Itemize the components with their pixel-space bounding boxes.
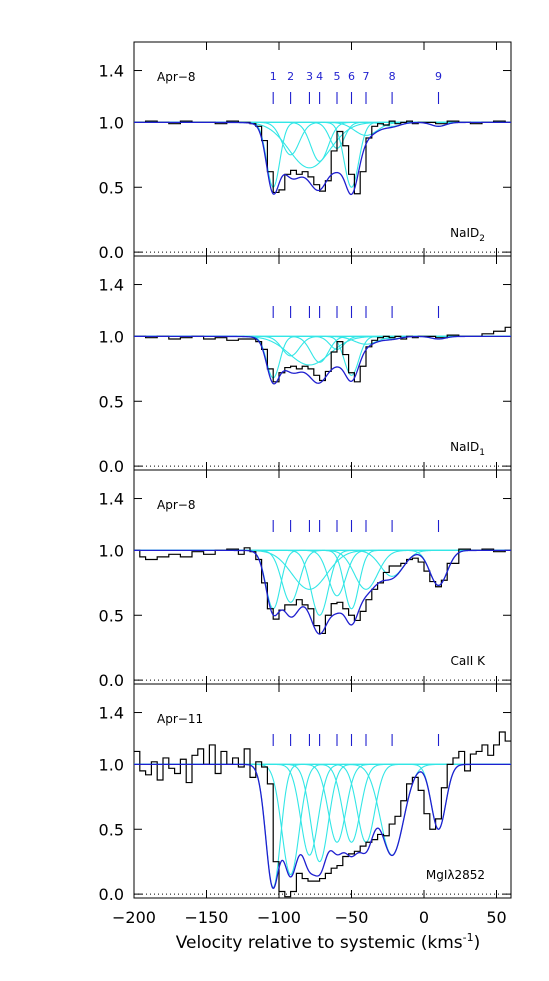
component-profile xyxy=(134,121,511,162)
x-tick-label: −50 xyxy=(335,908,369,927)
x-tick-label: 0 xyxy=(419,908,429,927)
component-profile xyxy=(134,335,511,350)
component-profile xyxy=(134,763,511,843)
species-name: NaID xyxy=(450,226,479,240)
panel-species: MgIλ2852 xyxy=(426,868,485,882)
panel-4: 0.0 0.5 1.0 1.4 Apr−11 MgIλ2852 xyxy=(99,683,512,904)
x-tick-label: 50 xyxy=(486,908,506,927)
component-profile xyxy=(134,121,511,169)
y-tick-label: 1.4 xyxy=(99,704,124,723)
y-tick-label: 1.4 xyxy=(99,490,124,509)
component-profile xyxy=(134,121,511,136)
y-tick-label: 1.0 xyxy=(99,327,124,346)
component-profile xyxy=(134,549,511,616)
component-profile xyxy=(134,763,511,830)
panel-species: NaID1 xyxy=(450,440,485,458)
panel-3: 0.0 0.5 1.0 1.4 Apr−8 CaII K xyxy=(99,469,512,690)
species-subscript: 2 xyxy=(479,234,485,244)
species-name: CaII K xyxy=(451,654,487,668)
model-fit xyxy=(134,121,511,196)
model-fit xyxy=(134,549,511,635)
component-profile xyxy=(134,121,511,188)
y-tick-label: 0.5 xyxy=(99,820,124,839)
species-subscript: 1 xyxy=(479,448,485,458)
species-name: NaID xyxy=(450,440,479,454)
model-fit xyxy=(134,335,511,385)
component-number: 7 xyxy=(363,70,370,83)
component-profile xyxy=(134,121,511,156)
component-profile xyxy=(134,763,511,856)
component-profile xyxy=(134,763,511,843)
y-tick-label: 1.0 xyxy=(99,113,124,132)
component-profile xyxy=(134,549,511,603)
y-tick-label: 0.5 xyxy=(99,606,124,625)
component-number: 5 xyxy=(334,70,341,83)
panel-frame xyxy=(133,683,512,899)
component-number: 1 xyxy=(270,70,277,83)
y-tick-label: 0.0 xyxy=(99,885,124,904)
component-profile xyxy=(134,335,511,379)
species-name: MgIλ2852 xyxy=(426,868,485,882)
y-tick-label: 1.4 xyxy=(99,62,124,81)
y-tick-label: 0.0 xyxy=(99,457,124,476)
x-tick-label: −200 xyxy=(112,908,156,927)
model-fit xyxy=(134,763,511,890)
component-number: 2 xyxy=(287,70,294,83)
y-tick-label: 1.0 xyxy=(99,755,124,774)
component-profile xyxy=(134,763,511,863)
panel-2: 0.0 0.5 1.0 1.4 NaID1 xyxy=(99,255,512,476)
component-number: 9 xyxy=(435,70,442,83)
x-axis-title: Velocity relative to systemic (kms-1) xyxy=(176,931,481,953)
component-number: 3 xyxy=(306,70,313,83)
panel-frame xyxy=(133,255,512,471)
x-tick-label: −100 xyxy=(257,908,301,927)
y-tick-label: 0.0 xyxy=(99,243,124,262)
panel-date: Apr−8 xyxy=(157,498,195,512)
panel-species: NaID2 xyxy=(450,226,485,244)
y-tick-label: 1.4 xyxy=(99,276,124,295)
x-tick-label: −150 xyxy=(185,908,229,927)
component-profile xyxy=(134,763,511,856)
component-number: 6 xyxy=(348,70,355,83)
data-histogram xyxy=(134,326,511,383)
component-profile xyxy=(134,335,511,363)
component-profile xyxy=(134,121,511,149)
component-profile xyxy=(134,335,511,357)
y-tick-label: 0.5 xyxy=(99,178,124,197)
component-number: 8 xyxy=(389,70,396,83)
component-profile xyxy=(134,121,511,188)
y-tick-label: 0.5 xyxy=(99,392,124,411)
data-histogram xyxy=(134,731,511,898)
component-number: 4 xyxy=(316,70,323,83)
y-tick-label: 1.0 xyxy=(99,541,124,560)
panel-date: Apr−11 xyxy=(157,712,203,726)
panel-species: CaII K xyxy=(451,654,487,668)
y-tick-label: 0.0 xyxy=(99,671,124,690)
component-profile xyxy=(134,335,511,376)
data-histogram xyxy=(134,120,511,195)
component-profile xyxy=(134,763,511,843)
panel-date: Apr−8 xyxy=(157,70,195,84)
